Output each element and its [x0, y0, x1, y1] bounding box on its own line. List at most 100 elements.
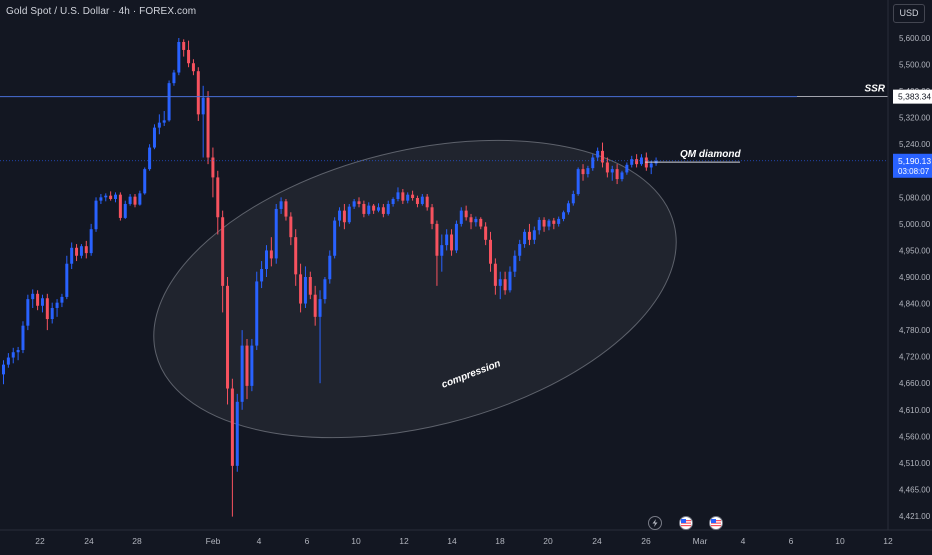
candle [65, 255, 69, 300]
current-price-label: 5,190.13 [898, 156, 931, 166]
candle [566, 200, 570, 215]
candle [576, 167, 580, 196]
time-tick-label: 6 [789, 536, 794, 546]
candle-body [406, 194, 410, 201]
candle-body [16, 350, 20, 353]
candle [299, 263, 303, 313]
time-tick-label: 20 [543, 536, 553, 546]
candle-body [206, 97, 210, 158]
candle [420, 194, 424, 206]
candle [527, 223, 531, 246]
candle-body [523, 231, 527, 245]
symbol-title[interactable]: Gold Spot / U.S. Dollar · 4h · FOREX.com [6, 6, 197, 17]
lightning-icon[interactable] [648, 516, 662, 530]
candle [435, 220, 439, 286]
candle [376, 203, 380, 213]
candle-body [235, 401, 239, 466]
ssr-price-tag[interactable] [893, 89, 932, 104]
candle [415, 195, 419, 208]
candle-body [123, 203, 127, 218]
candle-body [601, 150, 605, 163]
candle [396, 187, 400, 202]
price-tick-label: 5,500.00 [899, 61, 931, 70]
candle-body [479, 218, 483, 227]
candle-body [581, 169, 585, 175]
us-flag-icon[interactable] [709, 516, 723, 530]
candle-body [128, 196, 132, 204]
qm-diamond-label[interactable]: QM diamond [680, 149, 741, 160]
current-price-tag[interactable] [893, 153, 932, 178]
compression-ellipse[interactable] [123, 91, 708, 488]
candle [260, 261, 264, 289]
candle [362, 200, 366, 218]
candle [143, 167, 147, 195]
candle-body [532, 230, 536, 240]
candle-body [396, 192, 400, 199]
candle-body [503, 279, 507, 291]
candle-body [328, 255, 332, 280]
candle-body [576, 169, 580, 195]
candle-body [474, 218, 478, 223]
candle [114, 192, 118, 203]
candle [308, 271, 312, 300]
candle [36, 290, 40, 311]
price-tick-label: 5,600.00 [899, 34, 931, 43]
candle [123, 200, 127, 219]
price-axis-panel[interactable] [888, 0, 932, 530]
candle-body [411, 194, 415, 198]
candle-body [191, 63, 195, 72]
candle [79, 244, 83, 259]
candle-body [342, 210, 346, 223]
candle [118, 192, 122, 221]
ssr-label[interactable]: SSR [864, 84, 885, 95]
candle [557, 216, 561, 227]
candle-body [596, 150, 600, 158]
candle [615, 164, 619, 185]
candle-body [513, 255, 517, 272]
candle [99, 194, 103, 204]
candle [148, 144, 152, 171]
candle [167, 80, 171, 122]
time-tick-label: 18 [495, 536, 505, 546]
candle-body [610, 169, 614, 173]
time-tick-label: 12 [399, 536, 409, 546]
candle [338, 207, 342, 227]
candle-body [2, 364, 5, 375]
us-flag-icon[interactable] [679, 516, 693, 530]
candle-body [269, 250, 273, 259]
candle-body [376, 207, 380, 211]
candle [454, 220, 458, 254]
candle-body [527, 231, 531, 240]
candle-body [201, 97, 205, 115]
candle-body [79, 246, 83, 256]
candle-body [240, 345, 244, 402]
time-tick-label: Feb [206, 536, 221, 546]
candle-body [167, 83, 171, 121]
candle [16, 346, 20, 361]
currency-button[interactable]: USD [893, 4, 925, 23]
candle [469, 213, 473, 230]
price-tick-label: 4,421.00 [899, 512, 931, 521]
candle [323, 277, 327, 304]
candle [104, 193, 108, 202]
candle [508, 266, 512, 293]
candle-body [386, 203, 390, 214]
candle [187, 40, 191, 68]
candle [649, 160, 653, 175]
candle-body [498, 279, 502, 286]
candle-body [372, 205, 376, 211]
candle-body [401, 192, 405, 201]
price-tick-label: 5,240.00 [899, 140, 931, 149]
candle-body [552, 220, 556, 224]
candle-body [11, 352, 15, 358]
candle-body [591, 157, 595, 169]
candle [313, 285, 317, 326]
time-tick-label: 4 [741, 536, 746, 546]
candle-body [547, 220, 551, 227]
time-tick-label: 28 [132, 536, 142, 546]
candle [513, 250, 517, 277]
price-tick-label: 4,950.00 [899, 246, 931, 255]
candle-body [274, 208, 278, 259]
